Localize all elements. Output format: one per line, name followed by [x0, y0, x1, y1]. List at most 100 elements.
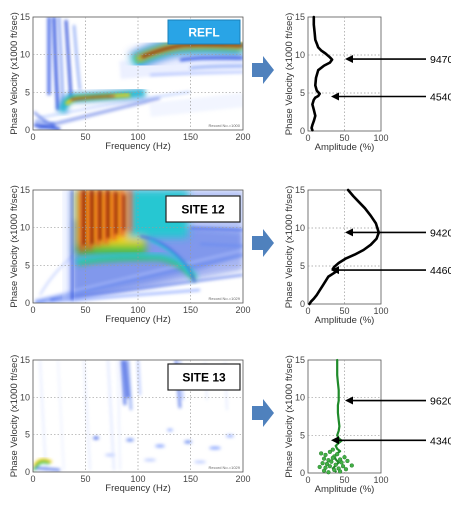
scatter-point — [321, 456, 327, 461]
scatter-point — [317, 464, 322, 470]
annotation-label: 9620 (ft/sec) — [430, 396, 451, 408]
heatmap-image — [33, 17, 243, 130]
right-arrow-icon — [252, 229, 274, 257]
x-tick-label: 150 — [183, 474, 198, 484]
annotation-arrowhead — [331, 436, 339, 445]
scatter-point — [326, 470, 331, 475]
y-axis-label: Phase Velocity (x1000 ft/sec) — [284, 186, 295, 309]
scatter-point — [342, 455, 347, 460]
y-axis-label: Phase Velocity (x1000 ft/sec) — [9, 185, 20, 308]
heatmap-image — [34, 190, 243, 303]
y-tick-label: 5 — [300, 261, 305, 271]
y-tick-label: 10 — [295, 223, 305, 233]
y-tick-label: 0 — [300, 468, 305, 478]
scatter-point — [330, 447, 335, 452]
x-tick-label: 0 — [30, 132, 35, 142]
scatter-point — [345, 458, 350, 464]
scatter-point — [327, 449, 332, 455]
annotation-arrowhead — [345, 55, 353, 64]
y-tick-label: 5 — [300, 430, 305, 440]
scatter-point — [339, 460, 344, 465]
annotation-arrowhead — [345, 228, 353, 237]
arrows — [252, 56, 274, 427]
y-tick-label: 5 — [300, 88, 305, 98]
site-label: SITE 13 — [182, 371, 226, 385]
annotation-arrowhead — [345, 396, 353, 405]
x-tick-label: 100 — [373, 475, 388, 485]
scatter-point — [319, 451, 324, 456]
x-tick-label: 200 — [235, 474, 250, 484]
x-tick-label: 0 — [30, 474, 35, 484]
annotation-label: 4540 (ft/sec) — [430, 91, 451, 103]
y-tick-label: 5 — [25, 260, 30, 270]
site-label-box — [165, 195, 241, 223]
x-tick-label: 150 — [183, 132, 198, 142]
y-tick-label: 0 — [25, 467, 30, 477]
y-tick-label: 15 — [20, 185, 30, 195]
scatter-point — [320, 461, 325, 466]
y-tick-label: 15 — [20, 355, 30, 365]
scatter-point — [333, 462, 338, 467]
x-axis-label: Frequency (Hz) — [105, 483, 170, 494]
annotation-label: 9470 (ft/sec) — [430, 54, 451, 66]
x-tick-label: 200 — [235, 132, 250, 142]
x-tick-label: 50 — [80, 132, 90, 142]
y-axis-label: Phase Velocity (x1000 ft/sec) — [9, 355, 20, 478]
scatter-point — [329, 459, 334, 464]
annotation-label: 9420 (ft/sec) — [430, 227, 451, 239]
right-arrow-icon — [252, 56, 274, 84]
scatter-point — [327, 464, 332, 469]
y-tick-label: 15 — [295, 185, 305, 195]
annotation-arrowhead — [331, 92, 339, 101]
x-tick-label: 0 — [305, 306, 310, 316]
scatter-point — [335, 452, 340, 457]
y-tick-label: 15 — [20, 12, 30, 22]
scatter-point — [330, 455, 335, 461]
scatter-point — [332, 467, 337, 473]
right-arrow-icon — [252, 399, 274, 427]
x-axis-label: Amplitude (%) — [315, 142, 375, 153]
x-tick-label: 0 — [305, 133, 310, 143]
x-tick-label: 200 — [235, 305, 250, 315]
scatter-point — [340, 464, 346, 469]
x-tick-label: 0 — [305, 475, 310, 485]
x-axis-label: Frequency (Hz) — [105, 314, 170, 325]
record-note: Record No.=1029 — [209, 296, 241, 301]
scatter-point — [321, 468, 327, 473]
y-axis-label: Phase Velocity (x1000 ft/sec) — [284, 13, 295, 136]
x-tick-label: 50 — [80, 305, 90, 315]
x-tick-label: 100 — [130, 305, 145, 315]
x-tick-label: 100 — [130, 132, 145, 142]
x-tick-label: 50 — [339, 306, 349, 316]
record-note: Record No.=1000 — [209, 123, 241, 128]
site-label: SITE 12 — [181, 203, 225, 217]
y-tick-label: 15 — [295, 12, 305, 22]
y-tick-label: 0 — [25, 125, 30, 135]
y-tick-label: 10 — [20, 392, 30, 402]
amplitude-curve — [308, 188, 381, 306]
annotation-label: 4460 (ft/sec) — [430, 265, 451, 277]
annotation-arrowhead — [331, 266, 339, 275]
y-tick-label: 10 — [295, 393, 305, 403]
annotation-label: 4340 (ft/sec) — [430, 435, 451, 447]
scatter-point — [324, 461, 330, 467]
y-tick-label: 10 — [20, 50, 30, 60]
scatter-point — [349, 463, 354, 468]
x-tick-label: 150 — [183, 305, 198, 315]
scatter-point — [343, 467, 349, 472]
y-tick-label: 0 — [25, 298, 30, 308]
y-axis-label: Phase Velocity (x1000 ft/sec) — [9, 12, 20, 135]
site-label: REFL — [188, 26, 219, 40]
site-label-box — [167, 19, 241, 45]
amplitude-curve — [310, 15, 334, 132]
y-tick-label: 0 — [300, 126, 305, 136]
x-tick-label: 50 — [339, 475, 349, 485]
y-tick-label: 5 — [25, 87, 30, 97]
site-label-box — [167, 363, 241, 391]
y-tick-label: 0 — [300, 299, 305, 309]
x-tick-label: 50 — [339, 133, 349, 143]
scatter-point — [338, 469, 343, 474]
x-tick-label: 50 — [80, 474, 90, 484]
x-tick-label: 100 — [130, 474, 145, 484]
